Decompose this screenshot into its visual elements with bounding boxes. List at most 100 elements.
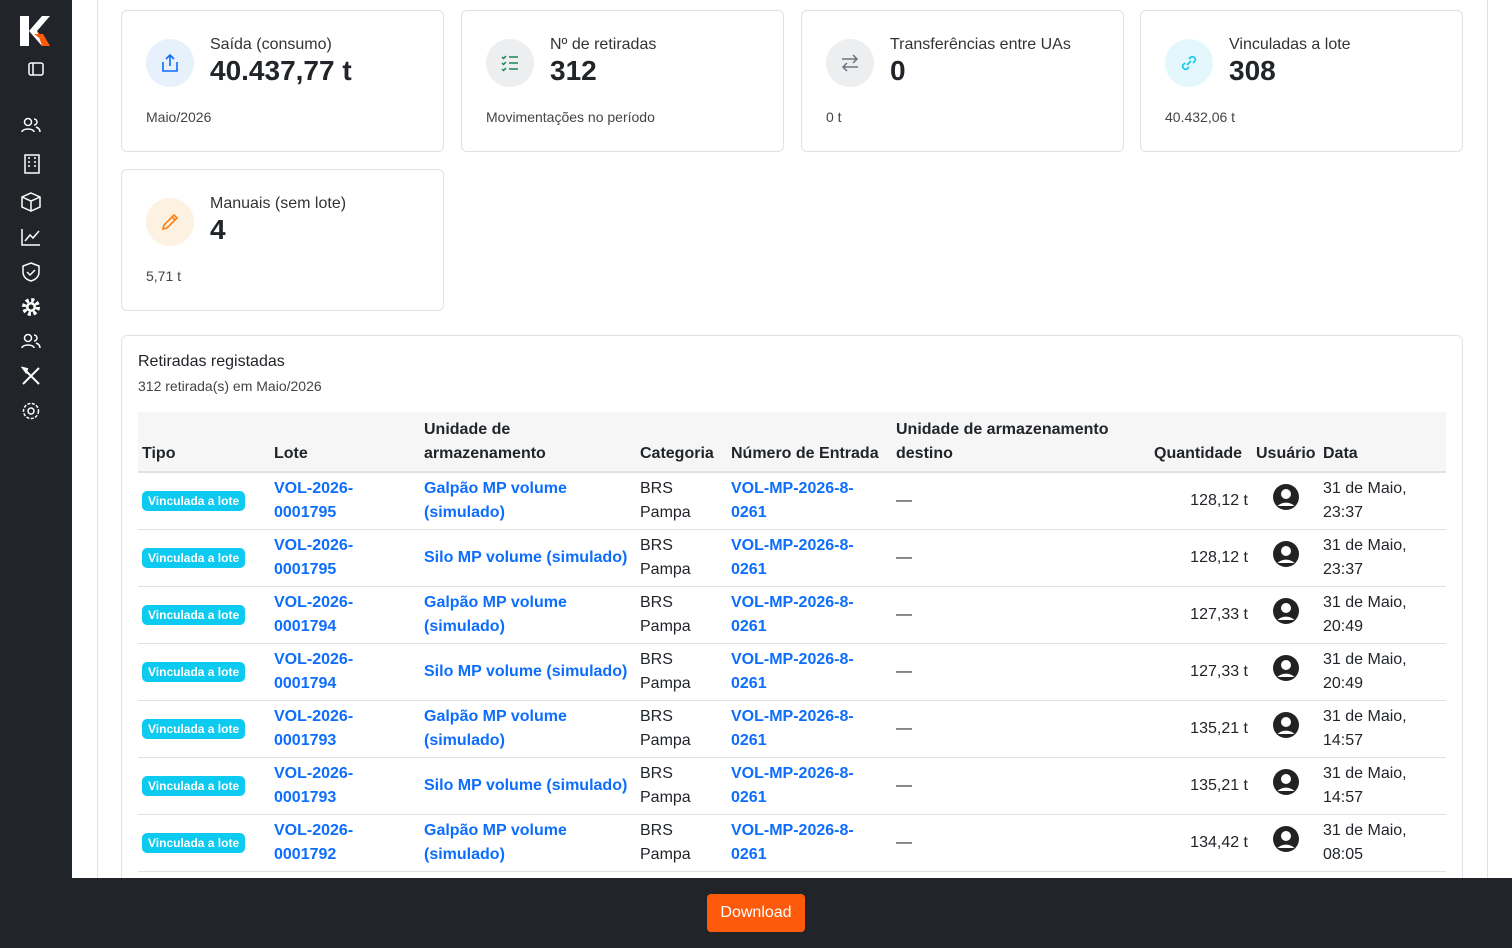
- card-icon: [826, 39, 874, 87]
- date: 31 de Maio, 08:05: [1319, 814, 1446, 872]
- entry-link[interactable]: VOL-MP-2026-8-0261: [731, 822, 854, 863]
- cell: VOL-2026-0001792: [270, 814, 420, 872]
- column-header: Tipo: [138, 412, 270, 473]
- toggle-icon[interactable]: [28, 62, 44, 76]
- cell: VOL-MP-2026-8-0261: [727, 814, 892, 872]
- lot-link[interactable]: VOL-2026-0001795: [274, 537, 354, 578]
- column-header: Unidade de armazenamento destino: [892, 412, 1150, 473]
- summary-card: Saída (consumo) 40.437,77 t Maio/2026: [121, 10, 444, 152]
- lot-link[interactable]: VOL-2026-0001792: [274, 822, 354, 863]
- tools-icon[interactable]: [21, 366, 41, 386]
- entry-link[interactable]: VOL-MP-2026-8-0261: [731, 537, 854, 578]
- storage-link[interactable]: Galpão MP volume (simulado): [424, 708, 567, 749]
- entry-link[interactable]: VOL-MP-2026-8-0261: [731, 480, 854, 521]
- shield-icon[interactable]: [21, 262, 41, 282]
- lot-link[interactable]: VOL-2026-0001794: [274, 651, 354, 692]
- card-note: 5,71 t: [146, 268, 182, 284]
- table-card: Retiradas registadas 312 retirada(s) em …: [121, 335, 1463, 878]
- cell: Vinculada a lote: [138, 814, 270, 872]
- icon: [1273, 541, 1299, 567]
- quantity: 128,12 t: [1150, 529, 1252, 587]
- storage-link[interactable]: Galpão MP volume (simulado): [424, 594, 567, 635]
- date: 31 de Maio, 14:57: [1319, 700, 1446, 758]
- category: BRS Pampa: [636, 586, 727, 644]
- entry-link[interactable]: VOL-MP-2026-8-0261: [731, 651, 854, 692]
- entry-link[interactable]: VOL-MP-2026-8-0261: [731, 708, 854, 749]
- destination: —: [892, 700, 1150, 758]
- card-title: Vinculadas a lote: [1229, 36, 1351, 53]
- category: BRS Pampa: [636, 757, 727, 815]
- card-value: 312: [550, 55, 597, 86]
- type-badge: Vinculada a lote: [142, 662, 246, 682]
- card-icon: [146, 39, 194, 87]
- cell: VOL-MP-2026-8-0261: [727, 472, 892, 530]
- lot-link[interactable]: VOL-2026-0001795: [274, 480, 354, 521]
- table-subtitle: 312 retirada(s) em Maio/2026: [138, 378, 322, 394]
- column-header: Lote: [270, 412, 420, 473]
- content-panel: [97, 0, 1488, 878]
- storage-link[interactable]: Galpão MP volume (simulado): [424, 822, 567, 863]
- lot-link[interactable]: VOL-2026-0001793: [274, 765, 354, 806]
- lot-link[interactable]: VOL-2026-0001794: [274, 594, 354, 635]
- header-row: Tipo Lote Unidade de armazenamento Categori…: [138, 412, 1446, 473]
- destination: —: [892, 757, 1150, 815]
- users-icon[interactable]: [21, 116, 41, 134]
- card-note: Movimentações no período: [486, 109, 655, 125]
- building-icon[interactable]: [24, 154, 40, 174]
- cell: Vinculada a lote: [138, 586, 270, 644]
- user-icon: [1252, 814, 1319, 872]
- storage-link[interactable]: Galpão MP volume (simulado): [424, 480, 567, 521]
- cell: Silo MP volume (simulado): [420, 757, 636, 815]
- lot-link[interactable]: VOL-2026-0001793: [274, 708, 354, 749]
- storage-link[interactable]: Silo MP volume (simulado): [424, 663, 628, 680]
- logo[interactable]: [20, 16, 50, 46]
- card-title: Transferências entre UAs: [890, 36, 1071, 53]
- summary-card: Vinculadas a lote 308 40.432,06 t: [1140, 10, 1463, 152]
- date: 31 de Maio, 14:57: [1319, 757, 1446, 815]
- date: 31 de Maio, 20:49: [1319, 643, 1446, 701]
- cell: VOL-MP-2026-8-0261: [727, 643, 892, 701]
- user-icon: [1252, 472, 1319, 530]
- icon: [1181, 55, 1197, 71]
- icon: [1273, 655, 1299, 681]
- summary-card: Manuais (sem lote) 4 5,71 t: [121, 169, 444, 311]
- destination: —: [892, 472, 1150, 530]
- column-header: Data: [1319, 412, 1446, 473]
- user-icon: [1252, 700, 1319, 758]
- icon: [162, 53, 178, 72]
- storage-link[interactable]: Silo MP volume (simulado): [424, 777, 628, 794]
- column-header: Unidade de armazenamento: [420, 412, 636, 473]
- user-icon: [1252, 643, 1319, 701]
- date: 31 de Maio, 23:37: [1319, 529, 1446, 587]
- card-value: 308: [1229, 55, 1276, 86]
- box-icon[interactable]: [21, 192, 41, 212]
- icon: [161, 213, 179, 231]
- type-badge: Vinculada a lote: [142, 833, 246, 853]
- download-button[interactable]: Download: [707, 894, 805, 932]
- card-title: Manuais (sem lote): [210, 195, 347, 212]
- team-icon[interactable]: [21, 332, 41, 350]
- storage-link[interactable]: Silo MP volume (simulado): [424, 549, 628, 566]
- cell: Galpão MP volume (simulado): [420, 700, 636, 758]
- chart-icon[interactable]: [21, 228, 41, 246]
- card-note: Maio/2026: [146, 109, 212, 125]
- date: 31 de Maio, 20:49: [1319, 586, 1446, 644]
- settings-icon[interactable]: [21, 401, 41, 421]
- quantity: 128,12 t: [1150, 472, 1252, 530]
- cell: Galpão MP volume (simulado): [420, 472, 636, 530]
- summary-card: Transferências entre UAs 0 0 t: [801, 10, 1124, 152]
- icon: [1273, 826, 1299, 852]
- cell: VOL-2026-0001794: [270, 586, 420, 644]
- card-note: 0 t: [826, 109, 842, 125]
- entry-link[interactable]: VOL-MP-2026-8-0261: [731, 594, 854, 635]
- cell: VOL-MP-2026-8-0261: [727, 586, 892, 644]
- category: BRS Pampa: [636, 643, 727, 701]
- date: 31 de Maio, 23:37: [1319, 472, 1446, 530]
- entry-link[interactable]: VOL-MP-2026-8-0261: [731, 765, 854, 806]
- cell: VOL-MP-2026-8-0261: [727, 757, 892, 815]
- cell: Vinculada a lote: [138, 643, 270, 701]
- column-header: Quantidade: [1150, 412, 1252, 473]
- gear-icon[interactable]: [21, 297, 41, 317]
- type-badge: Vinculada a lote: [142, 605, 246, 625]
- table-row: Vinculada a lote VOL-2026-0001795 Silo MP …: [138, 529, 1446, 587]
